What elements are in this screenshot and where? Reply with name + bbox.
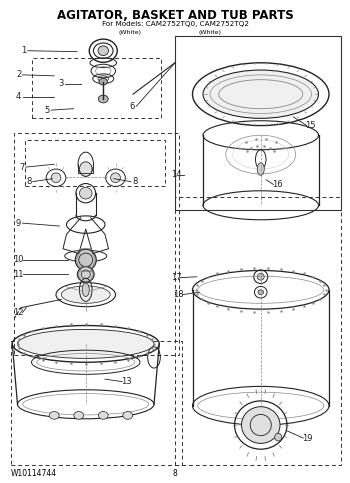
- Ellipse shape: [74, 412, 84, 419]
- Ellipse shape: [257, 273, 264, 280]
- Ellipse shape: [275, 433, 282, 441]
- Text: AGITATOR, BASKET AND TUB PARTS: AGITATOR, BASKET AND TUB PARTS: [57, 9, 293, 22]
- Ellipse shape: [203, 70, 318, 118]
- Text: 9: 9: [16, 219, 21, 227]
- Text: 19: 19: [302, 434, 313, 442]
- Ellipse shape: [79, 162, 92, 176]
- Bar: [14, 133, 178, 355]
- Bar: [175, 197, 341, 465]
- Text: 4: 4: [16, 92, 21, 101]
- Text: 17: 17: [171, 273, 181, 282]
- Ellipse shape: [82, 283, 89, 297]
- Text: 5: 5: [45, 106, 50, 114]
- Text: W10114744: W10114744: [10, 469, 57, 478]
- Text: 2: 2: [16, 71, 21, 79]
- Ellipse shape: [241, 407, 280, 443]
- Ellipse shape: [18, 329, 154, 358]
- Ellipse shape: [98, 95, 108, 103]
- Text: 18: 18: [173, 290, 184, 299]
- Text: 8: 8: [132, 177, 138, 186]
- Text: 11: 11: [13, 270, 24, 279]
- Text: 8: 8: [26, 177, 32, 186]
- Ellipse shape: [123, 412, 133, 419]
- Text: (White): (White): [118, 30, 141, 35]
- Text: 16: 16: [272, 180, 283, 189]
- Ellipse shape: [49, 412, 59, 419]
- Ellipse shape: [98, 46, 108, 56]
- Text: 8: 8: [173, 469, 177, 478]
- Text: 1: 1: [21, 46, 27, 55]
- Text: 14: 14: [171, 170, 181, 179]
- Text: 10: 10: [13, 256, 24, 264]
- Ellipse shape: [51, 173, 61, 183]
- Ellipse shape: [61, 286, 110, 303]
- Ellipse shape: [99, 78, 107, 85]
- Ellipse shape: [75, 249, 96, 270]
- Text: 6: 6: [130, 102, 135, 111]
- Text: 7: 7: [19, 163, 24, 171]
- Ellipse shape: [258, 290, 264, 295]
- Text: 15: 15: [306, 121, 316, 130]
- Text: For Models: CAM2752TQ0, CAM2752TQ2: For Models: CAM2752TQ0, CAM2752TQ2: [102, 21, 248, 27]
- Ellipse shape: [257, 163, 264, 175]
- Bar: [10, 341, 182, 465]
- Text: 13: 13: [121, 377, 131, 386]
- Ellipse shape: [111, 173, 120, 183]
- Ellipse shape: [77, 267, 94, 282]
- Ellipse shape: [98, 412, 108, 419]
- Bar: [25, 140, 164, 186]
- Text: (White): (White): [198, 30, 222, 35]
- Bar: [32, 58, 161, 118]
- Bar: [175, 36, 341, 210]
- Text: 3: 3: [58, 79, 64, 88]
- Ellipse shape: [79, 187, 92, 199]
- Text: 12: 12: [13, 308, 24, 317]
